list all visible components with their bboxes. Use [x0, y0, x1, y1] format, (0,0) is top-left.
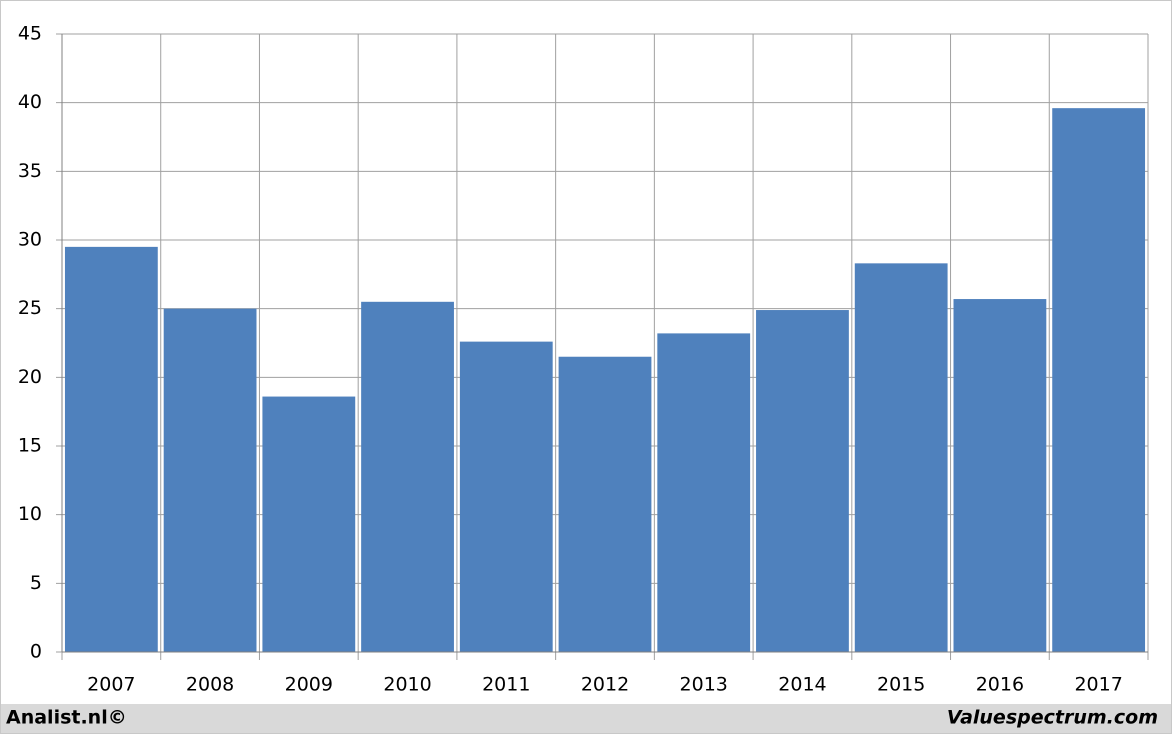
- x-tick-label: 2014: [778, 674, 826, 696]
- x-tick-label: 2017: [1074, 674, 1122, 696]
- bar: [459, 341, 553, 652]
- y-tick-label: 40: [18, 91, 42, 113]
- bar: [558, 356, 652, 652]
- x-tick-label: 2016: [976, 674, 1024, 696]
- y-tick-label: 25: [18, 297, 42, 319]
- bar: [657, 333, 751, 652]
- x-tick-label: 2009: [285, 674, 333, 696]
- footer-left: Analist.nl©: [6, 707, 127, 729]
- y-tick-label: 20: [18, 366, 42, 388]
- y-tick-label: 10: [18, 503, 42, 525]
- y-tick-label: 0: [30, 641, 42, 663]
- bar: [953, 299, 1047, 652]
- x-tick-label: 2013: [680, 674, 728, 696]
- bar: [854, 263, 948, 652]
- bar: [1052, 108, 1146, 652]
- x-tick-label: 2015: [877, 674, 925, 696]
- y-tick-label: 15: [18, 435, 42, 457]
- x-tick-label: 2012: [581, 674, 629, 696]
- y-tick-label: 45: [18, 23, 42, 45]
- bar: [756, 310, 849, 652]
- bar: [163, 308, 257, 652]
- x-tick-label: 2008: [186, 674, 234, 696]
- x-tick-label: 2007: [87, 674, 135, 696]
- footer-bar: [1, 704, 1171, 733]
- x-tick-label: 2011: [482, 674, 530, 696]
- bar: [262, 396, 356, 652]
- footer-right: Valuespectrum.com: [947, 707, 1158, 729]
- y-tick-label: 35: [18, 160, 42, 182]
- bar: [64, 246, 158, 652]
- x-tick-label: 2010: [383, 674, 431, 696]
- bar: [361, 301, 454, 652]
- y-tick-label: 30: [18, 229, 42, 251]
- y-tick-label: 5: [30, 572, 42, 594]
